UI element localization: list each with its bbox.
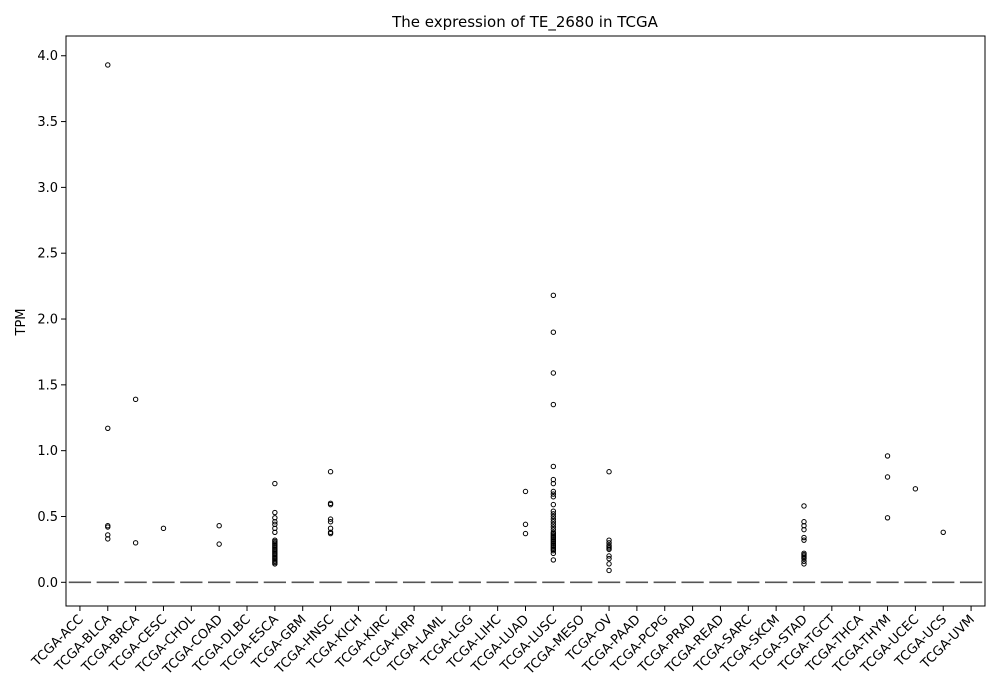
outlier-point <box>801 503 807 509</box>
outlier-point <box>606 555 612 562</box>
y-tick-label: 0.0 <box>37 576 58 591</box>
outlier-point <box>606 469 612 475</box>
outlier-point <box>550 488 557 495</box>
outlier-point <box>550 401 557 408</box>
outlier-point <box>550 292 557 299</box>
outlier-point <box>606 537 612 543</box>
outlier-point <box>912 486 919 492</box>
chart-title: The expression of TE_2680 in TCGA <box>391 13 658 32</box>
outlier-point <box>550 508 557 514</box>
outlier-point <box>940 529 946 535</box>
outlier-point <box>272 519 278 525</box>
outlier-point <box>801 537 807 543</box>
outlier-point <box>884 453 891 459</box>
y-axis: 0.0 0.5 1.0 1.5 2.0 2.5 3.0 3.5 4.0 <box>37 49 66 591</box>
outlier-point <box>522 521 529 528</box>
outlier-point <box>272 480 278 487</box>
outlier-point <box>272 561 278 567</box>
outlier-point <box>550 501 557 508</box>
plot-frame <box>65 35 986 607</box>
outlier-point <box>327 516 334 522</box>
outlier-point <box>884 515 891 521</box>
outlier-point <box>550 513 557 520</box>
y-tick-label: 2.5 <box>37 247 58 262</box>
outlier-point <box>327 501 334 508</box>
outlier-point <box>550 370 557 376</box>
outlier-point <box>272 509 278 516</box>
outlier-point <box>801 526 807 533</box>
outlier-point <box>550 494 557 500</box>
outlier-point <box>105 536 111 542</box>
outlier-point <box>550 463 557 470</box>
outlier-point <box>550 524 557 530</box>
outlier-point <box>522 488 529 495</box>
outlier-point <box>801 534 807 541</box>
outlier-point <box>327 530 334 537</box>
outlier-point <box>550 511 557 517</box>
outliers-layer <box>105 62 946 574</box>
outlier-point <box>801 558 807 564</box>
outlier-point <box>272 529 278 535</box>
outlier-point <box>216 541 222 547</box>
outlier-point <box>132 396 139 403</box>
y-tick-label: 1.0 <box>37 444 58 459</box>
x-axis: TCGA-ACCTCGA-BLCATCGA-BRCATCGA-CESCTCGA-… <box>29 606 978 678</box>
outlier-point <box>550 521 557 528</box>
outlier-point <box>550 329 557 335</box>
y-tick-label: 3.5 <box>37 115 58 130</box>
y-tick-label: 0.5 <box>37 510 58 525</box>
outlier-point <box>327 519 334 525</box>
outlier-point <box>606 561 612 567</box>
outlier-point <box>884 474 891 480</box>
outlier-point <box>606 567 612 574</box>
outlier-point <box>606 546 612 553</box>
outlier-point <box>550 548 557 554</box>
outlier-point <box>105 425 111 431</box>
y-tick-label: 2.0 <box>37 313 58 328</box>
outlier-point <box>606 553 612 559</box>
outlier-point <box>327 469 334 475</box>
y-axis-label: TPM <box>14 309 29 337</box>
y-tick-label: 3.0 <box>37 181 58 196</box>
outlier-point <box>801 561 807 567</box>
outlier-point <box>132 540 139 546</box>
y-tick-label: 4.0 <box>37 49 58 64</box>
outlier-point <box>550 557 557 563</box>
outlier-point <box>105 62 111 68</box>
outlier-point <box>550 516 557 522</box>
outlier-point <box>550 519 557 525</box>
y-tick-label: 1.5 <box>37 378 58 393</box>
outlier-point <box>801 555 807 562</box>
outlier-point <box>550 550 557 557</box>
outlier-point <box>160 525 167 532</box>
outlier-point <box>216 522 222 529</box>
outlier-point <box>105 524 111 530</box>
outlier-point <box>522 530 529 537</box>
outlier-point <box>550 480 557 487</box>
outlier-point <box>550 491 557 497</box>
